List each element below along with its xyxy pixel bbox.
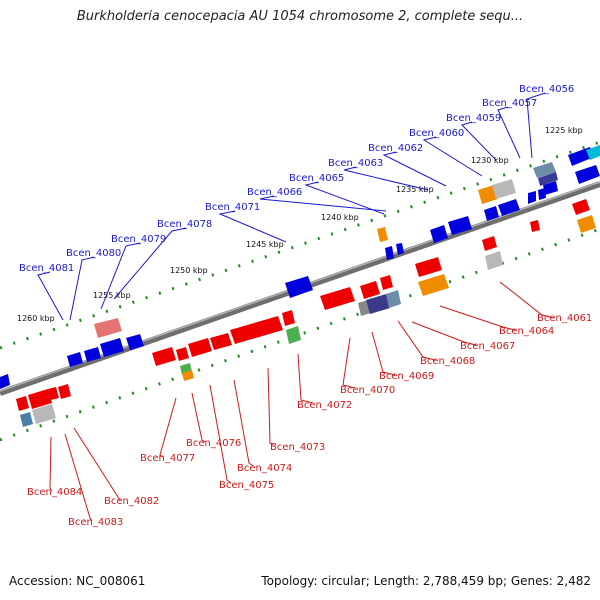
kbp-label: 1230 kbp xyxy=(471,156,509,165)
gene-arrow[interactable] xyxy=(20,412,33,427)
gene-arrow[interactable] xyxy=(84,347,101,362)
gene-arrow[interactable] xyxy=(415,257,442,277)
forward-leader-lines xyxy=(37,92,546,321)
gene-label-forward[interactable]: Bcen_4060 xyxy=(409,128,464,139)
gene-label-forward[interactable]: Bcen_4081 xyxy=(19,263,74,274)
gene-arrow[interactable] xyxy=(210,333,232,350)
gene-arrow[interactable] xyxy=(484,206,499,221)
gene-arrow[interactable] xyxy=(418,274,449,296)
gene-label-reverse[interactable]: Bcen_4068 xyxy=(420,356,475,367)
gene-arrow[interactable] xyxy=(126,334,144,350)
kbp-label: 1245 kbp xyxy=(246,240,284,249)
gene-label-forward[interactable]: Bcen_4065 xyxy=(289,173,344,184)
gene-label-reverse[interactable]: Bcen_4072 xyxy=(297,400,352,411)
gene-arrow[interactable] xyxy=(575,165,600,184)
gene-label-reverse[interactable]: Bcen_4073 xyxy=(270,442,325,453)
topology-text: Topology: circular; Length: 2,788,459 bp… xyxy=(261,574,591,588)
gene-arrow[interactable] xyxy=(188,338,212,357)
gene-arrow[interactable] xyxy=(528,191,536,204)
gene-label-forward[interactable]: Bcen_4056 xyxy=(519,84,574,95)
gene-arrow[interactable] xyxy=(577,215,596,233)
gene-arrow[interactable] xyxy=(377,227,388,242)
gene-label-reverse[interactable]: Bcen_4070 xyxy=(340,385,395,396)
gene-label-reverse[interactable]: Bcen_4061 xyxy=(537,313,592,324)
gene-arrow[interactable] xyxy=(176,347,189,361)
gene-arrow[interactable] xyxy=(586,145,600,160)
gene-arrow[interactable] xyxy=(482,236,497,251)
gene-arrow[interactable] xyxy=(320,287,355,310)
gene-arrow[interactable] xyxy=(100,338,124,357)
gene-arrow[interactable] xyxy=(67,352,83,367)
gene-arrow[interactable] xyxy=(286,326,301,344)
gene-label-reverse[interactable]: Bcen_4069 xyxy=(379,371,434,382)
gene-arrow[interactable] xyxy=(430,225,448,243)
gene-arrow[interactable] xyxy=(28,389,52,409)
gene-label-reverse[interactable]: Bcen_4084 xyxy=(27,487,82,498)
kbp-label: 1225 kbp xyxy=(545,126,583,135)
gene-arrow[interactable] xyxy=(572,199,590,215)
gene-label-reverse[interactable]: Bcen_4074 xyxy=(237,463,292,474)
gene-label-forward[interactable]: Bcen_4066 xyxy=(247,187,302,198)
gene-arrow[interactable] xyxy=(182,370,194,381)
gene-arrow[interactable] xyxy=(492,179,516,199)
gene-arrow[interactable] xyxy=(543,181,558,195)
gene-arrow[interactable] xyxy=(48,387,59,400)
gene-arrow[interactable] xyxy=(530,220,540,232)
forward-genes xyxy=(0,145,600,389)
gene-arrow[interactable] xyxy=(366,294,390,314)
gene-label-reverse[interactable]: Bcen_4064 xyxy=(499,326,554,337)
gene-arrow[interactable] xyxy=(230,316,283,344)
gene-label-reverse[interactable]: Bcen_4083 xyxy=(68,517,123,528)
gene-arrow[interactable] xyxy=(538,172,558,186)
gene-label-forward[interactable]: Bcen_4062 xyxy=(368,143,423,154)
gene-arrow[interactable] xyxy=(538,188,546,200)
gene-arrow[interactable] xyxy=(396,243,404,255)
gene-arrow[interactable] xyxy=(485,251,503,270)
page-title: Burkholderia cenocepacia AU 1054 chromos… xyxy=(76,9,524,24)
gene-arrow[interactable] xyxy=(94,318,122,338)
gene-label-forward[interactable]: Bcen_4057 xyxy=(482,98,537,109)
gene-arrow[interactable] xyxy=(282,310,295,326)
gene-arrow[interactable] xyxy=(152,347,176,366)
gene-label-forward[interactable]: Bcen_4071 xyxy=(205,202,260,213)
gene-label-forward[interactable]: Bcen_4059 xyxy=(446,113,501,124)
gene-label-forward[interactable]: Bcen_4078 xyxy=(157,219,212,230)
gene-label-reverse[interactable]: Bcen_4077 xyxy=(140,453,195,464)
gene-arrow[interactable] xyxy=(58,384,71,399)
accession-text: Accession: NC_008061 xyxy=(9,574,146,588)
gene-label-reverse[interactable]: Bcen_4076 xyxy=(186,438,241,449)
gene-arrow[interactable] xyxy=(385,246,394,260)
gene-label-reverse[interactable]: Bcen_4075 xyxy=(219,480,274,491)
gene-label-reverse[interactable]: Bcen_4082 xyxy=(104,496,159,507)
kbp-label: 1250 kbp xyxy=(170,266,208,275)
gene-arrow[interactable] xyxy=(448,216,472,235)
kbp-label: 1235 kbp xyxy=(396,185,434,194)
gene-arrow[interactable] xyxy=(498,199,520,216)
kbp-label: 1255 kbp xyxy=(93,291,131,300)
gene-label-forward[interactable]: Bcen_4063 xyxy=(328,158,383,169)
gene-arrow[interactable] xyxy=(32,404,56,424)
gene-label-reverse[interactable]: Bcen_4067 xyxy=(460,341,515,352)
gene-arrow[interactable] xyxy=(0,374,10,389)
gene-label-forward[interactable]: Bcen_4080 xyxy=(66,248,121,259)
gene-arrow[interactable] xyxy=(533,162,556,178)
gene-arrow[interactable] xyxy=(478,185,498,204)
gene-arrow[interactable] xyxy=(360,281,380,299)
reverse-leader-lines xyxy=(49,281,555,522)
reverse-genes xyxy=(16,199,596,427)
gene-arrow[interactable] xyxy=(16,396,29,411)
kbp-label: 1240 kbp xyxy=(321,213,359,222)
gene-arrow[interactable] xyxy=(380,275,393,290)
gene-arrow[interactable] xyxy=(386,290,401,308)
kbp-label: 1260 kbp xyxy=(17,314,55,323)
gene-arrow[interactable] xyxy=(285,276,313,298)
gene-label-forward[interactable]: Bcen_4079 xyxy=(111,234,166,245)
